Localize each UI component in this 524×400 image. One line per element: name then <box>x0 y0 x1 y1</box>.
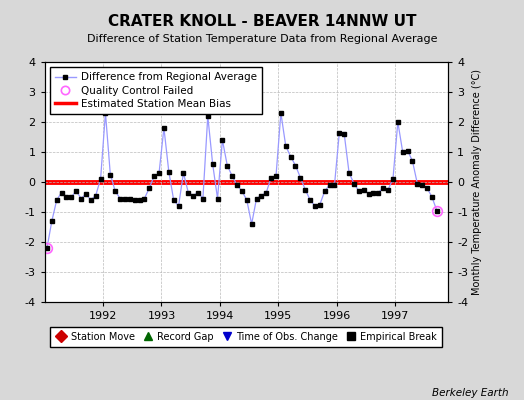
Text: Difference of Station Temperature Data from Regional Average: Difference of Station Temperature Data f… <box>87 34 437 44</box>
Text: Berkeley Earth: Berkeley Earth <box>432 388 508 398</box>
Text: CRATER KNOLL - BEAVER 14NNW UT: CRATER KNOLL - BEAVER 14NNW UT <box>108 14 416 29</box>
Y-axis label: Monthly Temperature Anomaly Difference (°C): Monthly Temperature Anomaly Difference (… <box>472 69 482 295</box>
Legend: Difference from Regional Average, Quality Control Failed, Estimated Station Mean: Difference from Regional Average, Qualit… <box>50 67 262 114</box>
Legend: Station Move, Record Gap, Time of Obs. Change, Empirical Break: Station Move, Record Gap, Time of Obs. C… <box>50 327 442 346</box>
